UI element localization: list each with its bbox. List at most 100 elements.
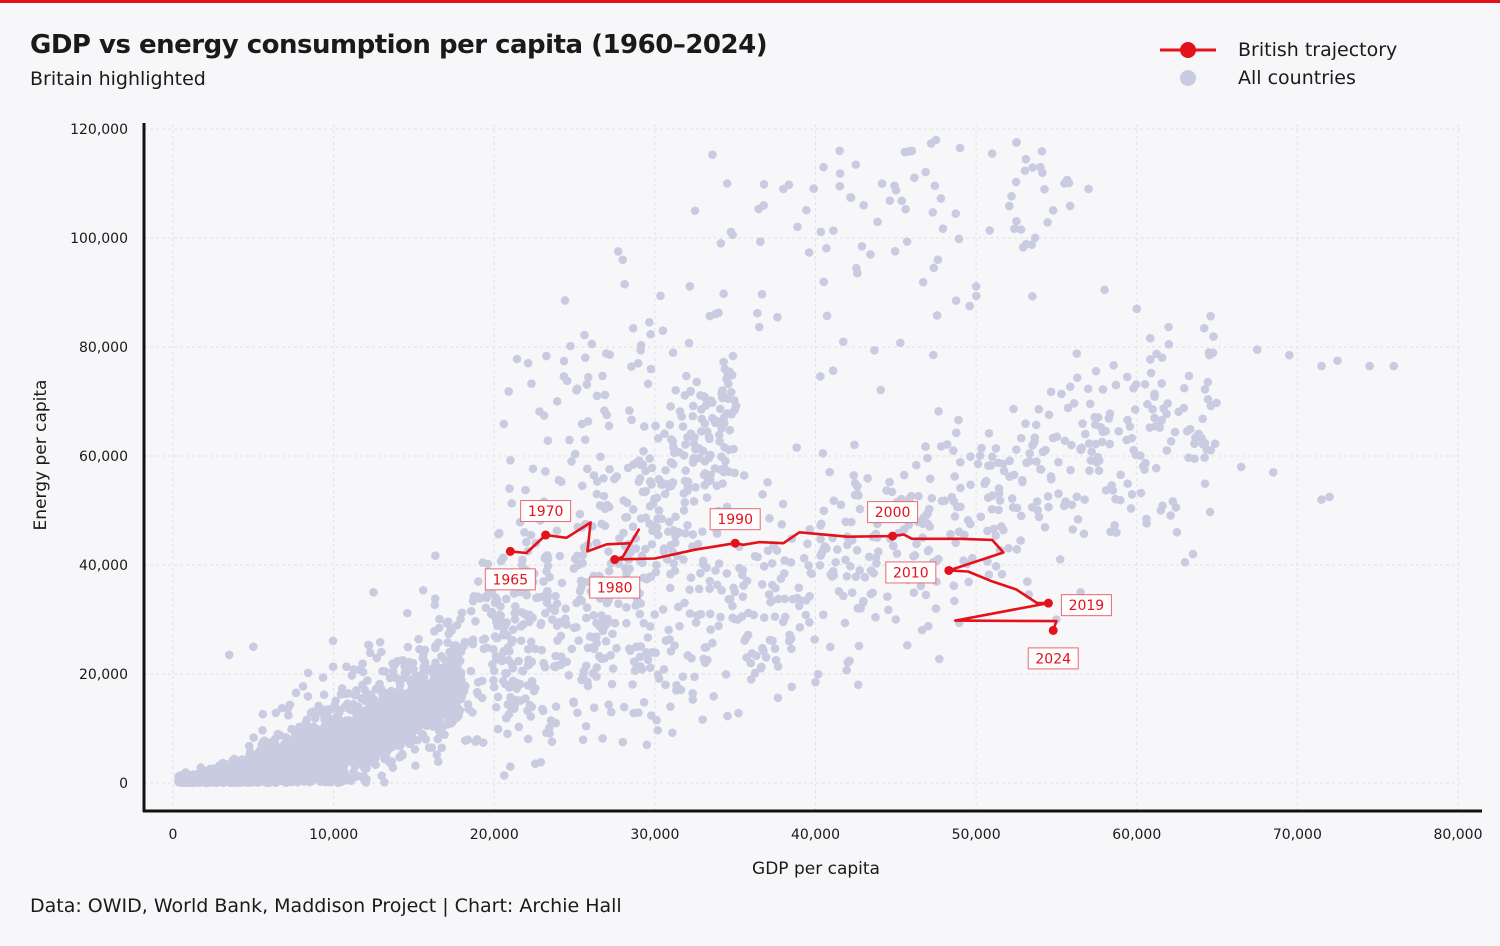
country-point [804, 618, 814, 627]
country-point [378, 704, 388, 713]
country-point [529, 686, 539, 696]
legend-item-countries[interactable]: All countries [1158, 64, 1397, 92]
country-point [1105, 439, 1115, 449]
country-point [868, 588, 877, 598]
year-label: 1990 [717, 512, 753, 528]
legend-item-british[interactable]: British trajectory [1158, 36, 1397, 64]
country-point [388, 703, 397, 713]
country-point [377, 647, 386, 657]
country-point [912, 539, 921, 549]
country-point [792, 443, 801, 452]
country-point [251, 777, 261, 786]
country-point [1126, 504, 1136, 513]
country-point [1200, 384, 1210, 394]
country-point [456, 668, 466, 677]
country-point [284, 711, 293, 720]
country-point [1325, 492, 1334, 502]
british-trajectory: 1965 1970 1980 1990 2000 2010 2019 2024 [484, 500, 1112, 670]
country-point [567, 644, 577, 654]
country-point [825, 642, 835, 652]
country-point [477, 693, 487, 703]
country-point [950, 472, 959, 481]
country-point [520, 527, 529, 537]
country-point [1030, 233, 1040, 243]
country-point [991, 444, 1001, 453]
country-point [1055, 555, 1065, 564]
country-point [647, 539, 657, 549]
country-point [437, 727, 447, 737]
country-point [1198, 414, 1208, 424]
country-point [561, 604, 570, 614]
country-point [819, 162, 828, 172]
y-tick-label: 120,000 [70, 122, 128, 138]
country-point [516, 622, 526, 631]
country-point [510, 615, 520, 624]
year-label: 2000 [875, 505, 911, 521]
country-point [468, 596, 478, 606]
country-point [554, 475, 564, 485]
country-point [618, 737, 628, 747]
country-point [574, 636, 583, 645]
country-point [592, 391, 602, 401]
country-point [604, 700, 613, 709]
country-point [410, 745, 420, 754]
country-point [1005, 456, 1014, 466]
country-point [929, 263, 939, 273]
country-point [1012, 545, 1022, 554]
country-point [320, 752, 329, 762]
country-point [614, 599, 623, 608]
country-point [371, 760, 380, 769]
country-point [661, 680, 670, 690]
country-point [1184, 371, 1194, 381]
country-point [739, 471, 749, 480]
country-point [716, 239, 726, 248]
country-point [716, 612, 725, 622]
country-point [849, 471, 859, 480]
country-points [174, 135, 1399, 788]
country-point [931, 604, 941, 613]
country-point [570, 449, 580, 459]
country-point [456, 614, 465, 624]
country-point [409, 665, 418, 674]
country-point [1174, 407, 1183, 417]
country-point [925, 522, 935, 531]
country-point [582, 380, 592, 389]
country-point [951, 538, 960, 548]
country-point [686, 573, 696, 583]
country-point [451, 714, 460, 723]
country-point [728, 230, 737, 240]
country-point [334, 727, 343, 737]
country-point [523, 644, 533, 654]
country-point [1098, 385, 1108, 394]
country-point [1091, 366, 1101, 376]
country-point [731, 401, 741, 411]
country-point [768, 580, 777, 590]
country-point [387, 757, 396, 766]
country-point [327, 704, 337, 714]
country-point [405, 739, 414, 749]
country-point [658, 326, 668, 335]
country-point [271, 708, 281, 718]
country-point [923, 453, 932, 463]
country-point [381, 688, 390, 698]
country-point [723, 711, 732, 721]
country-point [807, 569, 817, 579]
country-point [604, 421, 614, 431]
country-point [651, 648, 661, 658]
country-point [639, 618, 649, 628]
country-point [334, 744, 344, 754]
country-point [794, 601, 804, 611]
country-point [552, 396, 562, 406]
country-point [685, 609, 695, 618]
country-point [622, 603, 631, 612]
country-point [564, 670, 574, 680]
country-point [443, 720, 452, 729]
country-point [671, 512, 680, 522]
country-point [601, 637, 611, 646]
country-point [437, 652, 446, 661]
country-point [1212, 398, 1221, 408]
country-point [738, 592, 748, 601]
country-point [681, 466, 691, 475]
country-point [577, 481, 587, 491]
country-point [427, 678, 436, 687]
